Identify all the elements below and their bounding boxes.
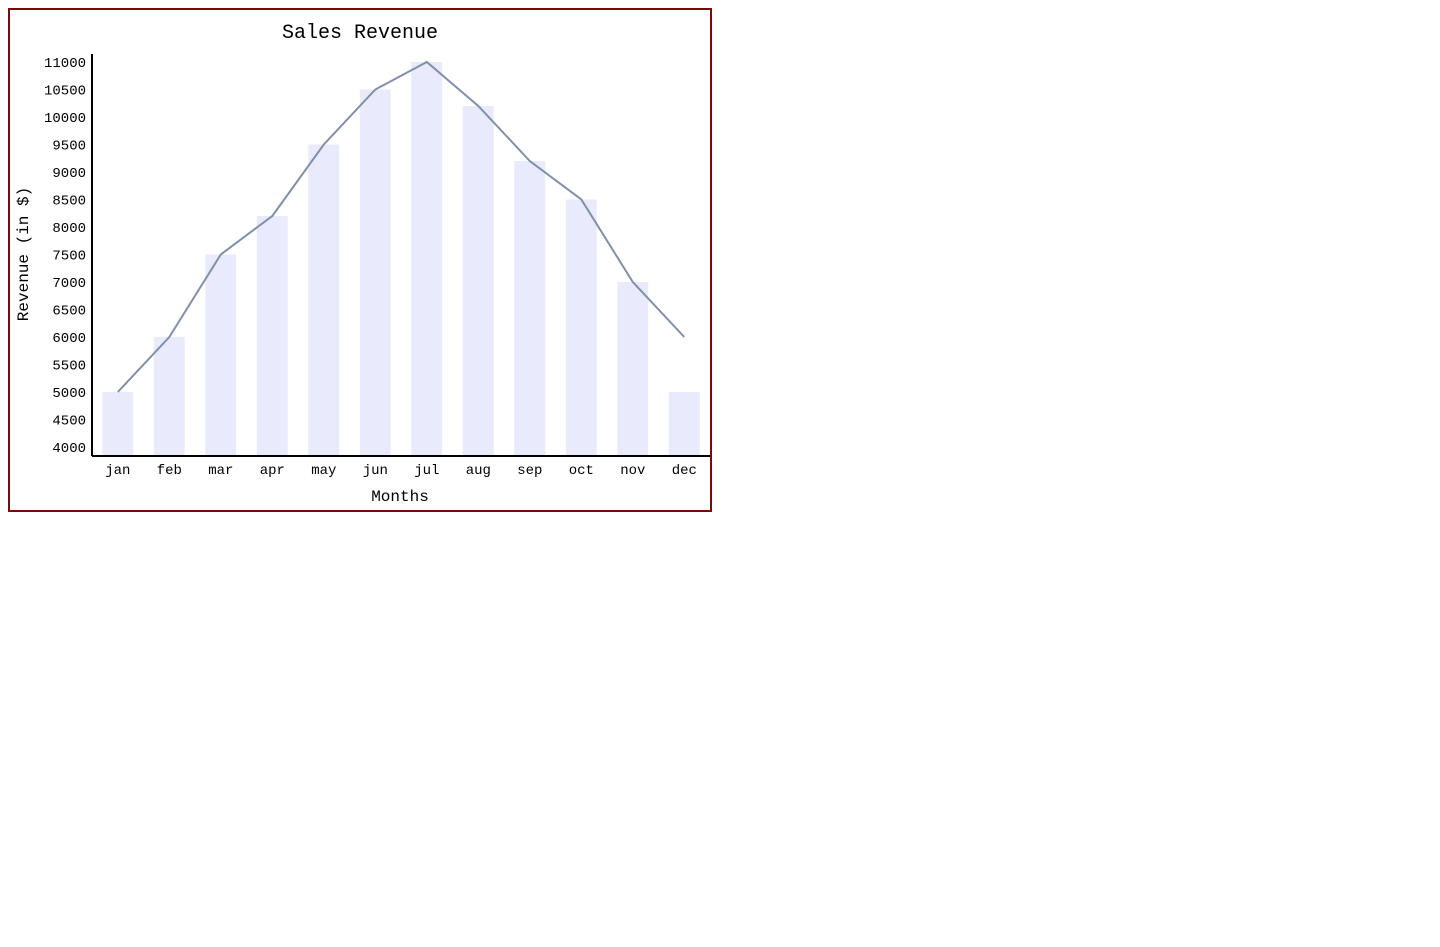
revenue-line xyxy=(117,60,686,393)
y-tick-label: 8500 xyxy=(52,194,86,210)
bar-jun xyxy=(359,89,391,456)
x-tick-label-mar: mar xyxy=(208,463,233,479)
bar-feb xyxy=(153,337,185,456)
y-tick-label: 4000 xyxy=(52,441,86,457)
bar-oct xyxy=(565,199,597,456)
line-group xyxy=(117,60,686,393)
bar-jul xyxy=(411,62,443,456)
x-tick-label-may: may xyxy=(311,463,336,479)
bar-sep xyxy=(514,161,546,456)
x-tick-label-feb: feb xyxy=(157,463,182,479)
bar-mar xyxy=(205,254,237,456)
sales-revenue-chart: Sales Revenue Revenue (in $) Months 4000… xyxy=(15,22,710,506)
x-tick-label-jul: jul xyxy=(414,463,439,479)
bar-may xyxy=(308,144,340,456)
bar-apr xyxy=(256,216,288,456)
chart-title: Sales Revenue xyxy=(282,22,438,45)
axes-group xyxy=(91,54,710,457)
y-tick-label: 7000 xyxy=(52,276,86,292)
y-tick-labels: 4000 4500 5000 5500 6000 6500 7000 7500 8000 8500… xyxy=(44,56,86,457)
y-axis-label: Revenue (in $) xyxy=(15,187,33,321)
y-tick-label: 10000 xyxy=(44,111,86,127)
y-tick-label: 9500 xyxy=(52,139,86,155)
chart-container: Sales Revenue Revenue (in $) Months 4000… xyxy=(8,8,712,512)
y-tick-label: 10500 xyxy=(44,84,86,100)
x-tick-label-apr: apr xyxy=(260,463,285,479)
y-tick-label: 6500 xyxy=(52,304,86,320)
x-tick-label-oct: oct xyxy=(569,463,594,479)
x-tick-label-jan: jan xyxy=(105,463,130,479)
x-tick-label-nov: nov xyxy=(620,463,645,479)
x-axis-label: Months xyxy=(371,488,429,506)
bars-group xyxy=(102,62,700,456)
x-tick-label-dec: dec xyxy=(672,463,697,479)
y-tick-label: 5500 xyxy=(52,359,86,375)
y-tick-label: 11000 xyxy=(44,56,86,72)
bar-jan xyxy=(102,392,134,456)
x-tick-label-sep: sep xyxy=(517,463,542,479)
x-tick-labels: jan feb mar apr may jun jul aug sep oct nov dec xyxy=(105,463,697,479)
y-tick-label: 6000 xyxy=(52,331,86,347)
x-tick-label-aug: aug xyxy=(466,463,491,479)
y-tick-label: 8000 xyxy=(52,221,86,237)
y-tick-label: 7500 xyxy=(52,249,86,265)
bar-aug xyxy=(462,106,494,456)
y-tick-label: 9000 xyxy=(52,166,86,182)
bar-nov xyxy=(617,282,649,456)
bar-dec xyxy=(668,392,700,456)
y-tick-label: 5000 xyxy=(52,386,86,402)
y-tick-label: 4500 xyxy=(52,414,86,430)
x-tick-label-jun: jun xyxy=(363,463,388,479)
